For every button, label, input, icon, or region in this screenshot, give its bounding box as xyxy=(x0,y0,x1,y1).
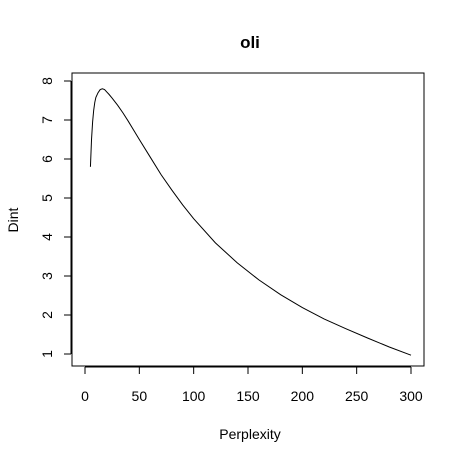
y-tick-label: 6 xyxy=(39,155,55,163)
y-tick-label: 3 xyxy=(39,272,55,280)
x-tick-label: 250 xyxy=(345,388,369,404)
x-tick-label: 100 xyxy=(182,388,206,404)
y-tick-label: 4 xyxy=(39,233,55,241)
x-axis: 0 50 100 150 200 250 300 xyxy=(81,367,423,404)
plot-frame xyxy=(72,73,424,366)
series-line xyxy=(90,89,411,355)
y-axis: 1 2 3 4 5 6 7 8 xyxy=(39,77,71,358)
y-tick-label: 8 xyxy=(39,77,55,85)
x-tick-label: 300 xyxy=(399,388,423,404)
x-tick-label: 50 xyxy=(132,388,148,404)
y-tick-label: 5 xyxy=(39,194,55,202)
y-axis-label: Dint xyxy=(5,207,21,232)
x-tick-label: 150 xyxy=(236,388,260,404)
chart-title: oli xyxy=(240,33,260,52)
x-tick-label: 0 xyxy=(81,388,89,404)
y-tick-label: 7 xyxy=(39,116,55,124)
x-tick-label: 200 xyxy=(291,388,315,404)
x-axis-label: Perplexity xyxy=(219,426,280,442)
y-tick-label: 1 xyxy=(39,350,55,358)
y-tick-label: 2 xyxy=(39,311,55,319)
